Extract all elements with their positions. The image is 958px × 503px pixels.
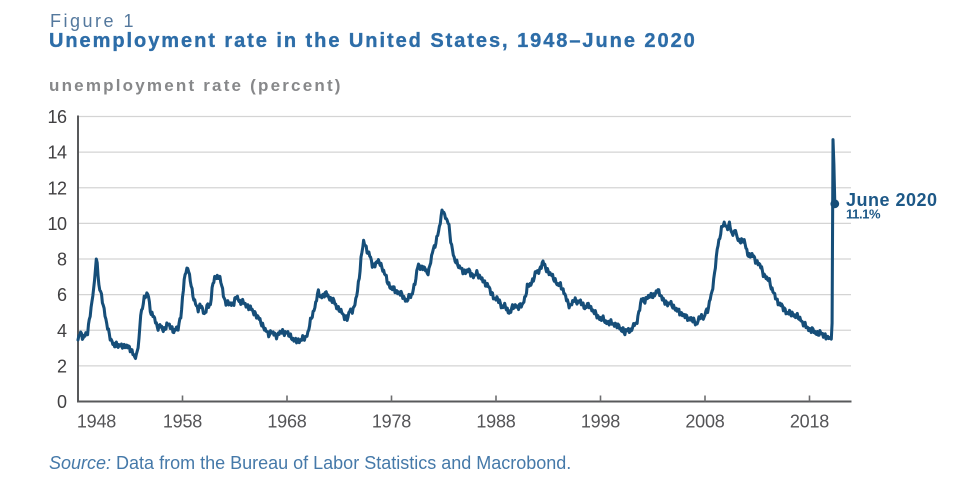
svg-text:1978: 1978 <box>372 412 411 432</box>
svg-text:4: 4 <box>57 321 67 341</box>
svg-text:1998: 1998 <box>581 412 620 432</box>
svg-text:10: 10 <box>47 214 67 234</box>
svg-text:1968: 1968 <box>267 412 306 432</box>
svg-text:11.1%: 11.1% <box>846 207 881 222</box>
svg-text:1988: 1988 <box>476 412 515 432</box>
svg-text:6: 6 <box>57 285 67 305</box>
svg-text:0: 0 <box>57 392 67 412</box>
svg-text:12: 12 <box>47 178 67 198</box>
svg-text:1948: 1948 <box>77 412 116 432</box>
svg-text:16: 16 <box>47 107 67 127</box>
svg-text:2: 2 <box>57 356 67 376</box>
svg-text:June 2020: June 2020 <box>846 190 938 210</box>
svg-text:8: 8 <box>57 250 67 270</box>
svg-text:14: 14 <box>47 143 67 163</box>
svg-text:2008: 2008 <box>685 412 724 432</box>
svg-text:2018: 2018 <box>790 412 829 432</box>
svg-text:1958: 1958 <box>163 412 202 432</box>
